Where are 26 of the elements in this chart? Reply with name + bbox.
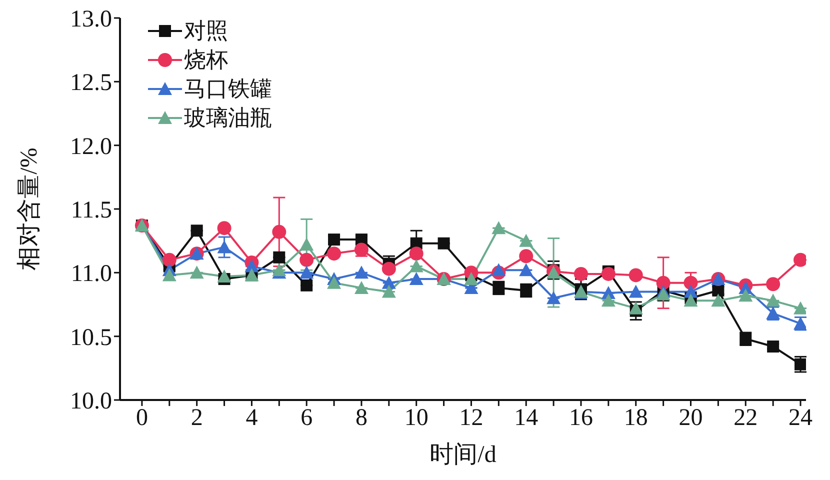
- legend-label: 烧杯: [184, 46, 228, 74]
- y-axis-title: 相对含量/%: [16, 148, 43, 270]
- x-tick-label: 10: [404, 405, 428, 432]
- x-tick-label: 6: [300, 405, 313, 432]
- legend-label: 马口铁罐: [184, 75, 272, 103]
- x-tick-label: 12: [459, 405, 484, 432]
- y-tick-label: 13.0: [70, 6, 112, 33]
- x-tick-label: 0: [136, 405, 148, 432]
- x-tick-label: 14: [514, 405, 538, 432]
- y-tick-label: 11.5: [70, 198, 112, 224]
- x-tick-label: 2: [190, 405, 203, 432]
- x-tick-label: 4: [246, 405, 258, 432]
- y-tick-label: 12.0: [70, 134, 112, 160]
- x-axis-title: 时间/d: [430, 442, 496, 468]
- y-tick-label: 11.0: [70, 261, 112, 288]
- y-tick-label: 12.5: [70, 70, 112, 96]
- x-tick-label: 16: [568, 405, 593, 432]
- legend-label: 对照: [184, 17, 228, 45]
- legend-label: 玻璃油瓶: [184, 104, 272, 132]
- y-tick-label: 10.5: [70, 324, 112, 351]
- x-tick-label: 22: [734, 405, 758, 432]
- x-tick-label: 24: [788, 405, 813, 432]
- y-tick-label: 10.0: [70, 388, 112, 415]
- x-tick-label: 18: [624, 405, 648, 432]
- x-tick-label: 20: [678, 405, 703, 432]
- x-tick-label: 8: [355, 405, 368, 432]
